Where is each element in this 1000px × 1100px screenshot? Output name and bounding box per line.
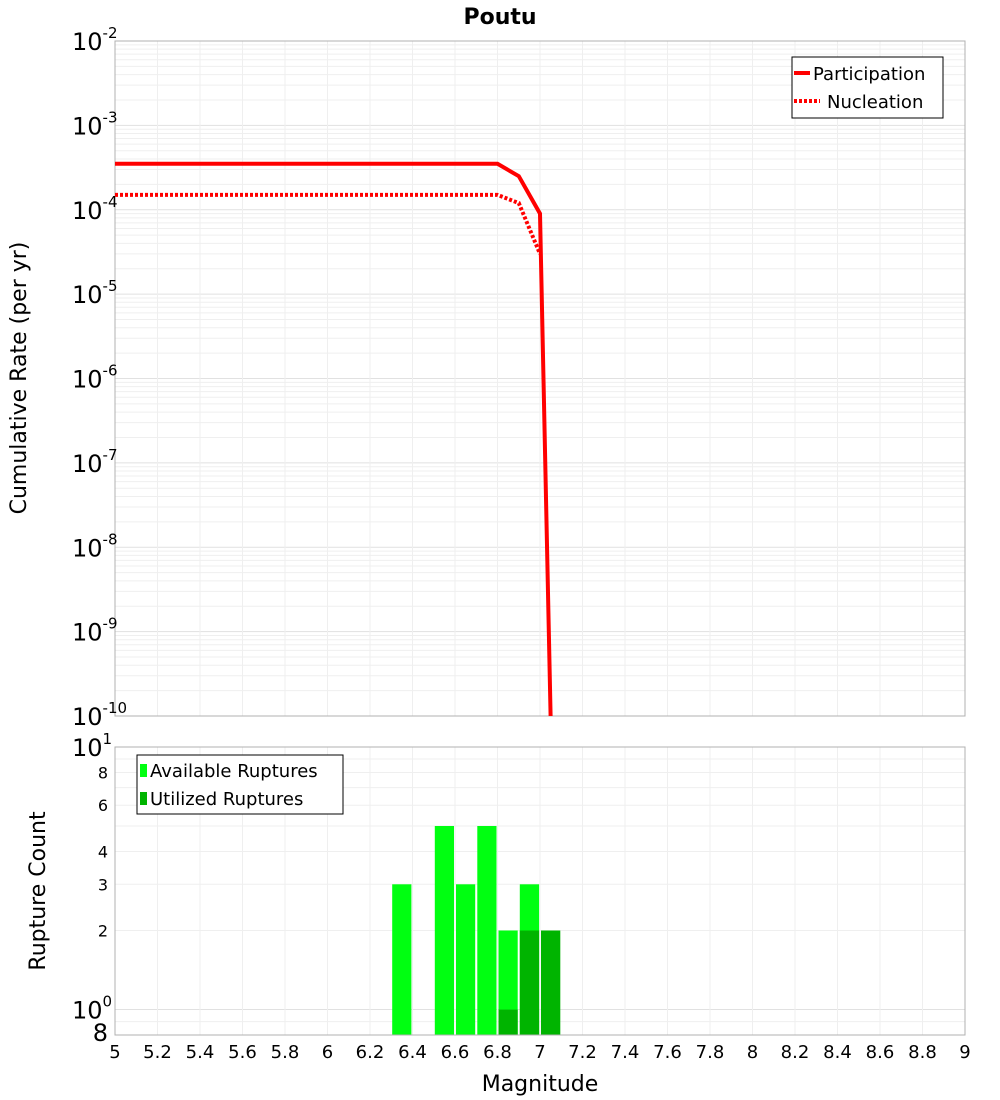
x-axis-label: Magnitude [482,1072,599,1097]
legend-swatch-utilized [140,792,147,805]
rate-y-tick-label: 10-3 [72,108,118,140]
legend-label-nucleation: Nucleation [827,92,923,113]
rate-y-tick-label: 10-9 [72,615,118,647]
x-tick-label: 5.6 [228,1042,257,1063]
x-tick-label: 6.4 [398,1042,427,1063]
utilized-bar [541,930,561,1035]
rate-y-tick-label: 10-5 [72,277,118,309]
count-y-axis-label: Rupture Count [26,811,51,971]
x-tick-label: 5.8 [271,1042,300,1063]
count-legend: Available Ruptures Utilized Ruptures [136,754,344,815]
x-tick-label: 6 [322,1042,333,1063]
rate-y-tick-label: 10-4 [72,193,118,225]
rate-legend: Participation Nucleation [791,56,944,119]
legend-label-available: Available Ruptures [150,761,318,782]
legend-label-utilized: Utilized Ruptures [150,789,303,810]
x-tick-label: 9 [959,1042,970,1063]
rate-panel: 10-2 10-3 10-4 10-5 10-6 10-7 10-8 10-9 10-10 Cu… [7,24,966,731]
rate-y-tick-label: 10-6 [72,362,118,394]
rate-y-axis-label: Cumulative Rate (per yr) [7,242,32,515]
x-tick-label: 7.8 [696,1042,725,1063]
count-legend-box [136,754,344,815]
x-tick-label: 7.2 [568,1042,597,1063]
count-y-tick-label: 4 [98,842,108,861]
series-line-participation [115,161,553,717]
x-tick-label: 8 [747,1042,758,1063]
chart-title: Poutu [463,5,536,30]
count-bars [392,826,561,1035]
x-tick-label: 5 [109,1042,120,1063]
count-y-tick-label: 101 [72,730,112,762]
rate-y-tick-label: 10-7 [72,446,118,478]
x-tick-label: 7.4 [611,1042,640,1063]
count-y-tick-label: 8 [93,1019,108,1047]
count-x-ticks: 5 5.2 5.4 5.6 5.8 6 6.2 6.4 6.6 6.8 7 7.2 7.4 7.6 7.8 8… [109,1042,970,1063]
count-y-tick-label: 3 [98,875,108,894]
available-bar [456,884,476,1035]
x-tick-label: 5.4 [186,1042,215,1063]
rate-y-tick-label: 10-2 [72,24,118,56]
rate-series [115,161,553,717]
legend-label-participation: Participation [813,64,925,85]
utilized-bar [519,930,540,1035]
x-tick-label: 8.2 [781,1042,810,1063]
utilized-bar [498,1009,518,1035]
available-bar [498,930,518,1035]
count-y-tick-label: 8 [98,763,108,782]
series-line-nucleation [115,192,542,255]
count-y-tick-label: 100 [72,993,112,1025]
x-tick-label: 8.6 [866,1042,895,1063]
x-tick-label: 5.2 [143,1042,172,1063]
count-y-tick-label: 6 [98,796,108,815]
x-tick-label: 7.6 [653,1042,682,1063]
x-tick-label: 6.6 [441,1042,470,1063]
available-bar [434,826,454,1035]
rate-plot-border [114,40,966,717]
rate-legend-box [791,56,944,119]
available-bar [392,884,412,1035]
x-tick-label: 8.8 [908,1042,937,1063]
rate-y-ticks: 10-2 10-3 10-4 10-5 10-6 10-7 10-8 10-9 10-10 [72,24,127,731]
legend-swatch-available [140,764,147,777]
count-plot-border [114,746,966,1036]
rate-y-tick-label: 10-10 [72,699,127,731]
rate-grid [114,40,966,717]
x-tick-label: 8.4 [823,1042,852,1063]
rate-y-tick-label: 10-8 [72,530,118,562]
available-bar [477,826,497,1035]
x-tick-label: 6.8 [483,1042,512,1063]
x-tick-label: 7 [534,1042,545,1063]
count-y-tick-label: 2 [98,922,108,941]
x-tick-label: 6.2 [356,1042,385,1063]
